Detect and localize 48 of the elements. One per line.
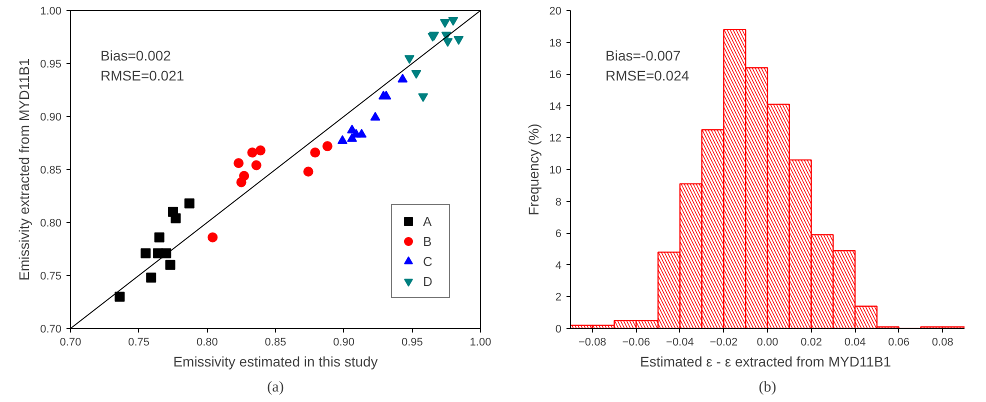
x-tick-label: 0.80: [196, 336, 218, 348]
x-tick-label: 0.00: [756, 336, 778, 348]
x-tick-label: 0.85: [264, 336, 286, 348]
annotation: Bias=-0.007: [606, 48, 681, 64]
y-axis-title: Frequency (%): [525, 124, 542, 216]
annotation: Bias=0.002: [100, 48, 172, 64]
y-tick-label: 0: [555, 324, 562, 336]
y-tick-label: 0.70: [40, 324, 62, 336]
x-tick-label: 0.08: [932, 336, 954, 348]
x-tick-label: 0.06: [888, 336, 910, 348]
x-tick-label: −0.02: [710, 336, 738, 348]
y-tick-label: 20: [549, 6, 562, 18]
y-axis-title: Emissivity extracted from MYD11B1: [16, 58, 32, 281]
y-tick-label: 0.90: [40, 112, 62, 124]
x-axis-title: Estimated ε - ε extracted from MYD11B1: [640, 354, 892, 370]
y-tick-label: 12: [549, 132, 562, 145]
annotation: RMSE=0.024: [606, 68, 690, 84]
x-tick-label: 0.02: [800, 336, 822, 348]
y-tick-label: 6: [555, 228, 562, 240]
x-tick-label: −0.06: [622, 336, 650, 348]
annotation: RMSE=0.021: [100, 68, 184, 84]
x-tick-label: −0.08: [578, 336, 606, 348]
x-tick-label: 0.70: [60, 336, 82, 348]
y-tick-label: 0.80: [40, 218, 62, 230]
y-tick-label: 0.95: [40, 58, 62, 70]
x-tick-label: 0.04: [844, 336, 866, 348]
legend-label: C: [423, 254, 434, 268]
x-tick-label: 0.95: [401, 336, 423, 348]
legend-label: B: [423, 234, 433, 248]
y-tick-label: 14: [549, 100, 562, 113]
y-tick-label: 0.75: [40, 270, 62, 282]
legend-label: D: [423, 274, 434, 288]
y-tick-label: 8: [555, 196, 562, 208]
text: (b): [758, 380, 776, 396]
y-tick-label: 2: [555, 292, 562, 304]
x-tick-label: 1.00: [470, 336, 492, 348]
y-tick-label: 4: [555, 260, 562, 272]
x-axis-title: Emissivity estimated in this study: [173, 354, 378, 370]
y-tick-label: 0.85: [40, 164, 62, 176]
x-tick-label: 0.75: [128, 336, 150, 348]
y-tick-label: 10: [549, 164, 562, 176]
y-tick-label: 16: [549, 69, 562, 82]
y-tick-label: 1.00: [40, 6, 62, 18]
text: (a): [267, 380, 284, 396]
x-tick-label: −0.04: [666, 336, 694, 348]
legend-label: A: [423, 214, 433, 228]
y-tick-label: 18: [549, 37, 562, 50]
x-tick-label: 0.90: [333, 336, 355, 348]
